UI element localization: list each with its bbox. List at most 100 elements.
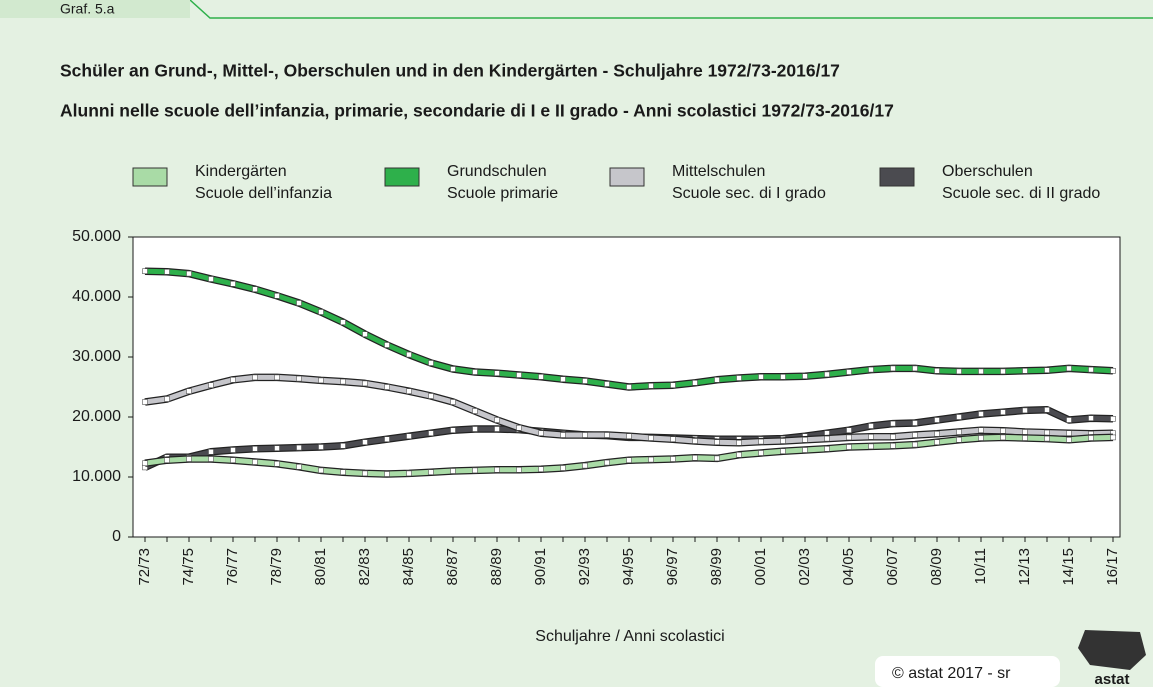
data-point <box>648 382 654 389</box>
data-point <box>846 427 852 434</box>
data-point <box>472 467 478 474</box>
data-point <box>802 436 808 443</box>
data-point <box>142 399 148 405</box>
data-point <box>1000 368 1006 375</box>
legend-swatch <box>132 167 168 187</box>
data-point <box>868 423 874 429</box>
data-point <box>582 462 588 469</box>
data-point <box>912 420 918 426</box>
data-point <box>956 429 962 435</box>
data-point <box>340 319 346 326</box>
data-point <box>406 470 412 477</box>
data-point <box>824 371 830 378</box>
data-point <box>824 445 830 452</box>
data-point <box>714 455 720 462</box>
data-point <box>670 456 676 462</box>
data-point <box>516 372 522 378</box>
data-point <box>274 445 280 452</box>
data-point <box>1110 434 1116 441</box>
legend-label: Kindergärten <box>195 163 287 180</box>
data-point <box>1000 427 1006 434</box>
data-point <box>494 370 500 377</box>
data-point <box>296 300 302 306</box>
data-point <box>604 381 610 387</box>
data-point <box>274 460 280 467</box>
data-point <box>934 439 940 446</box>
data-point <box>1022 407 1028 414</box>
data-point <box>868 443 874 450</box>
data-point <box>846 434 852 441</box>
y-tick-label: 20.000 <box>72 408 121 425</box>
data-point <box>1066 365 1072 372</box>
data-point <box>670 382 676 389</box>
data-point <box>362 470 368 477</box>
data-point <box>1088 435 1094 441</box>
x-tick-label: 78/79 <box>268 548 285 586</box>
data-point <box>714 376 720 383</box>
data-point <box>1022 435 1028 441</box>
data-point <box>1022 429 1028 435</box>
data-point <box>208 382 214 389</box>
data-point <box>274 374 280 381</box>
tab <box>0 0 190 18</box>
data-point <box>384 436 390 443</box>
data-point <box>934 367 940 374</box>
x-tick-label: 00/01 <box>752 548 769 586</box>
x-tick-label: 98/99 <box>708 548 725 586</box>
chart-subtitle: Alunni nelle scuole dell’infanzia, prima… <box>60 101 894 121</box>
data-point <box>1000 409 1006 416</box>
data-point <box>318 377 324 384</box>
data-point <box>1066 417 1072 423</box>
x-tick-label: 02/03 <box>796 548 813 586</box>
data-point <box>384 471 390 477</box>
data-point <box>340 469 346 476</box>
data-point <box>142 268 148 275</box>
data-point <box>186 388 192 395</box>
legend-label: Oberschulen <box>942 163 1033 180</box>
data-point <box>1088 415 1094 422</box>
data-point <box>340 378 346 385</box>
data-point <box>252 374 258 381</box>
data-point <box>1044 406 1050 413</box>
data-point <box>186 456 192 462</box>
chart-title: Schüler an Grund-, Mittel-, Oberschulen … <box>60 61 840 81</box>
tab-border <box>0 0 1153 19</box>
copyright-box <box>875 656 1060 687</box>
data-point <box>912 365 918 372</box>
data-point <box>1066 436 1072 443</box>
data-point <box>824 435 830 442</box>
x-tick-label: 12/13 <box>1016 548 1033 586</box>
data-point <box>384 384 390 390</box>
data-point <box>956 436 962 443</box>
data-point <box>362 331 368 338</box>
data-point <box>230 457 236 464</box>
y-tick-label: 50.000 <box>72 228 121 245</box>
logo-text: astat <box>1094 671 1129 687</box>
data-point <box>802 447 808 453</box>
x-tick-label: 14/15 <box>1060 548 1077 586</box>
data-point <box>428 360 434 366</box>
x-tick-label: 16/17 <box>1104 548 1121 586</box>
data-point <box>890 433 896 440</box>
logo-shape <box>1078 630 1146 670</box>
x-tick-label: 06/07 <box>884 548 901 586</box>
data-point <box>318 309 324 315</box>
data-point <box>978 435 984 441</box>
data-point <box>648 435 654 441</box>
data-point <box>340 442 346 449</box>
data-point <box>1110 415 1116 422</box>
data-point <box>692 438 698 444</box>
data-point <box>846 444 852 450</box>
data-point <box>736 375 742 381</box>
data-point <box>714 439 720 446</box>
data-point <box>846 369 852 375</box>
x-tick-label: 04/05 <box>840 548 857 586</box>
data-point <box>362 439 368 446</box>
x-tick-label: 74/75 <box>180 548 197 586</box>
data-point <box>802 373 808 380</box>
data-point <box>318 444 324 450</box>
data-point <box>384 342 390 348</box>
data-point <box>868 433 874 440</box>
data-point <box>912 441 918 448</box>
